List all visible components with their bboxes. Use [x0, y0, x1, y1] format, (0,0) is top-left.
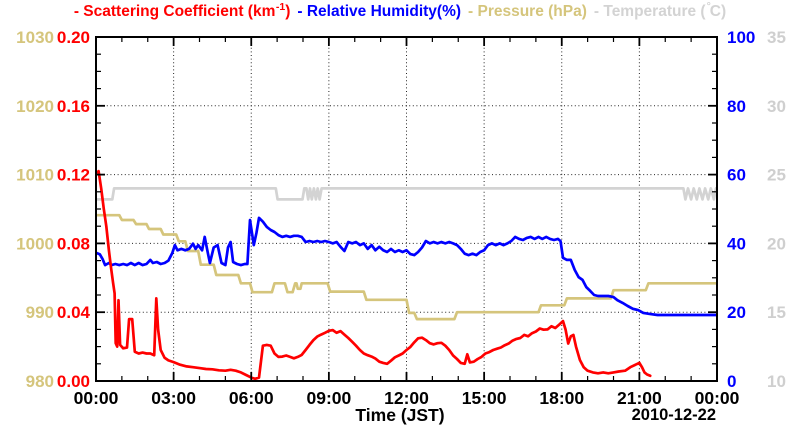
legend-text: - Temperature (: [593, 3, 706, 20]
x-tick-label: 18:00: [539, 388, 584, 408]
x-tick-label: 15:00: [462, 388, 507, 408]
y-tick-label-rh: 40: [727, 234, 746, 253]
y-tick-label-pressure: 1030: [16, 28, 54, 47]
y-tick-label-rh: 100: [727, 28, 755, 47]
legend-text: C): [709, 3, 727, 20]
y-tick-label-rh: 0: [727, 372, 736, 391]
x-tick-label: 21:00: [617, 388, 662, 408]
series-line-pressure: [95, 213, 718, 321]
x-tick-label: 00:00: [74, 388, 119, 408]
y-tick-label-temp: 35: [767, 28, 786, 47]
series-line-rh: [95, 216, 718, 317]
x-tick-label: 12:00: [384, 388, 429, 408]
series-line-temp: [95, 187, 718, 201]
x-tick-label: 03:00: [151, 388, 196, 408]
legend-pressure: - Pressure (hPa): [468, 3, 587, 20]
legend-temperature: - Temperature (°C): [593, 0, 727, 21]
y-tick-label-pressure: 990: [26, 303, 54, 322]
y-tick-label-rh: 80: [727, 97, 746, 116]
y-tick-label-pressure: 1010: [16, 166, 54, 185]
date-label: 2010-12-22: [631, 406, 716, 424]
y-tick-label-scattering: 0.04: [57, 303, 91, 322]
legend-scattering-coefficient: - Scattering Coefficient (km-1): [73, 0, 291, 21]
x-tick-label: 00:00: [695, 388, 740, 408]
y-tick-label-pressure: 980: [26, 372, 54, 391]
y-tick-label-rh: 20: [727, 303, 746, 322]
y-tick-label-scattering: 0.20: [57, 28, 90, 47]
y-tick-label-scattering: 0.12: [57, 166, 90, 185]
y-tick-label-temp: 30: [767, 97, 786, 116]
y-tick-label-temp: 20: [767, 234, 786, 253]
y-tick-label-scattering: 0.16: [57, 97, 90, 116]
chart-legend: - Scattering Coefficient (km-1) - Relati…: [0, 0, 800, 21]
y-tick-label-pressure: 1020: [16, 97, 54, 116]
y-tick-label-pressure: 1000: [16, 234, 54, 253]
x-axis-title: Time (JST): [355, 405, 445, 425]
y-tick-label-scattering: 0.00: [57, 372, 90, 391]
x-tick-label: 06:00: [229, 388, 274, 408]
degree-symbol: °: [706, 0, 711, 12]
y-tick-label-temp: 15: [767, 303, 786, 322]
series-line-scattering: [95, 169, 652, 381]
y-tick-label-temp: 25: [767, 166, 786, 185]
y-tick-label-temp: 10: [767, 372, 786, 391]
legend-relative-humidity: - Relative Humidity(%): [297, 3, 462, 20]
y-tick-label-rh: 60: [727, 166, 746, 185]
legend-text: - Scattering Coefficient (km: [73, 3, 276, 20]
legend-text: ): [285, 3, 291, 20]
x-tick-label: 09:00: [306, 388, 351, 408]
legend-superscript: -1: [275, 0, 286, 13]
y-tick-label-scattering: 0.08: [57, 234, 90, 253]
